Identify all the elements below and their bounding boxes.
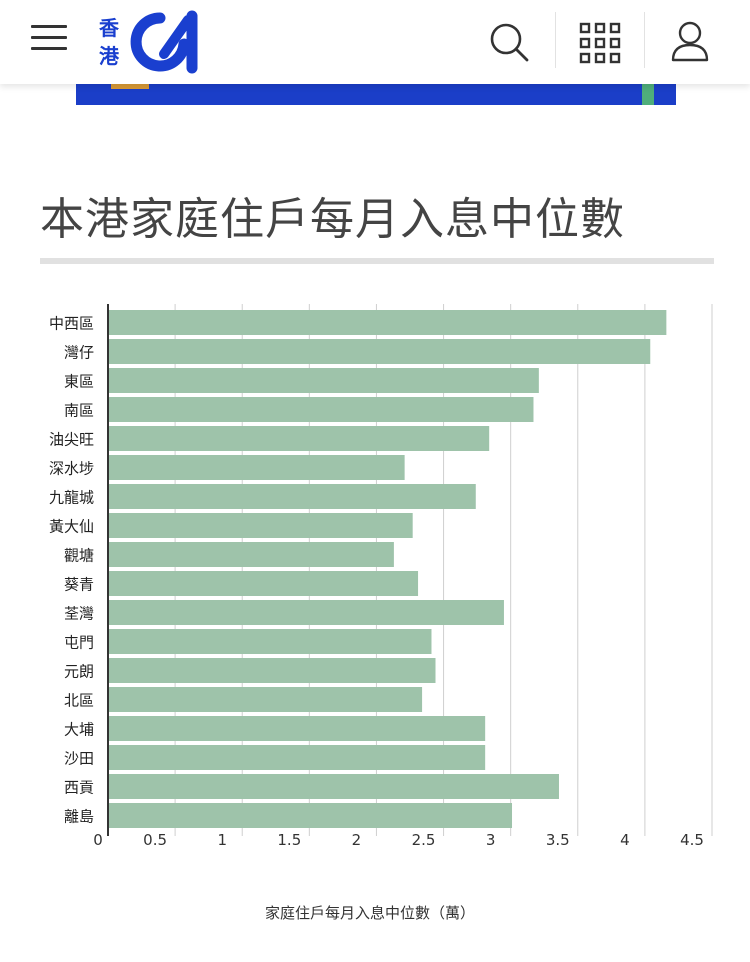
bar	[109, 658, 436, 683]
category-label: 大埔	[64, 721, 94, 739]
header-divider	[644, 12, 645, 68]
category-label: 離島	[64, 808, 94, 826]
x-tick-label: 4.5	[680, 831, 704, 849]
bar	[109, 310, 667, 335]
category-label: 觀塘	[64, 547, 94, 565]
top-navigation-bar: 香 港	[0, 0, 750, 84]
category-label: 深水埗	[49, 460, 94, 478]
category-label: 葵青	[64, 576, 94, 594]
bar	[109, 339, 651, 364]
category-label: 元朗	[64, 663, 94, 681]
category-label: 沙田	[64, 750, 94, 768]
x-tick-label: 1.5	[277, 831, 301, 849]
category-label: 中西區	[49, 315, 94, 333]
bar	[109, 745, 486, 770]
x-tick-label: 0.5	[143, 831, 167, 849]
bar	[109, 600, 504, 625]
logo-text-2: 港	[99, 44, 119, 68]
category-label: 東區	[64, 373, 94, 391]
category-label: 西貢	[64, 779, 94, 797]
category-label: 灣仔	[64, 344, 94, 362]
category-label: 荃灣	[64, 605, 94, 623]
category-label: 九龍城	[49, 489, 94, 507]
header-divider	[555, 12, 556, 68]
bar	[109, 368, 539, 393]
user-icon[interactable]	[669, 20, 711, 62]
x-tick-label: 2	[352, 831, 362, 849]
bar	[109, 774, 559, 799]
x-axis-label: 家庭住戶每月入息中位數（萬）	[264, 904, 475, 922]
bar	[109, 716, 486, 741]
bar	[109, 542, 394, 567]
chart-title: 本港家庭住戶每月入息中位數	[40, 194, 625, 245]
bar	[109, 397, 534, 422]
category-label: 南區	[64, 402, 94, 420]
search-icon[interactable]	[488, 22, 532, 62]
logo[interactable]: 香 港	[94, 8, 214, 74]
bar	[109, 455, 405, 480]
bar-chart: 中西區灣仔東區南區油尖旺深水埗九龍城黃大仙觀塘葵青荃灣屯門元朗北區大埔沙田西貢離…	[49, 304, 713, 849]
bar	[109, 571, 419, 596]
x-tick-label: 2.5	[412, 831, 436, 849]
bar	[109, 687, 423, 712]
logo-01-mark	[130, 10, 198, 74]
bar	[109, 803, 513, 828]
x-tick-label: 3.5	[546, 831, 570, 849]
apps-grid-icon[interactable]	[579, 22, 621, 64]
banner-accent	[111, 84, 149, 89]
x-tick-label: 3	[486, 831, 496, 849]
category-label: 油尖旺	[49, 431, 94, 449]
x-tick-label: 1	[217, 831, 227, 849]
category-label: 屯門	[64, 634, 94, 652]
ad-banner[interactable]	[76, 84, 676, 105]
menu-icon[interactable]	[31, 23, 67, 53]
logo-text-1: 香	[99, 16, 119, 40]
bar	[109, 513, 413, 538]
banner-accent	[642, 84, 654, 105]
bar	[109, 484, 476, 509]
bar	[109, 629, 432, 654]
x-tick-label: 0	[93, 831, 103, 849]
category-label: 北區	[64, 692, 94, 710]
bar	[109, 426, 490, 451]
x-tick-label: 4	[620, 831, 630, 849]
title-underline	[40, 258, 714, 264]
category-label: 黃大仙	[49, 518, 94, 536]
